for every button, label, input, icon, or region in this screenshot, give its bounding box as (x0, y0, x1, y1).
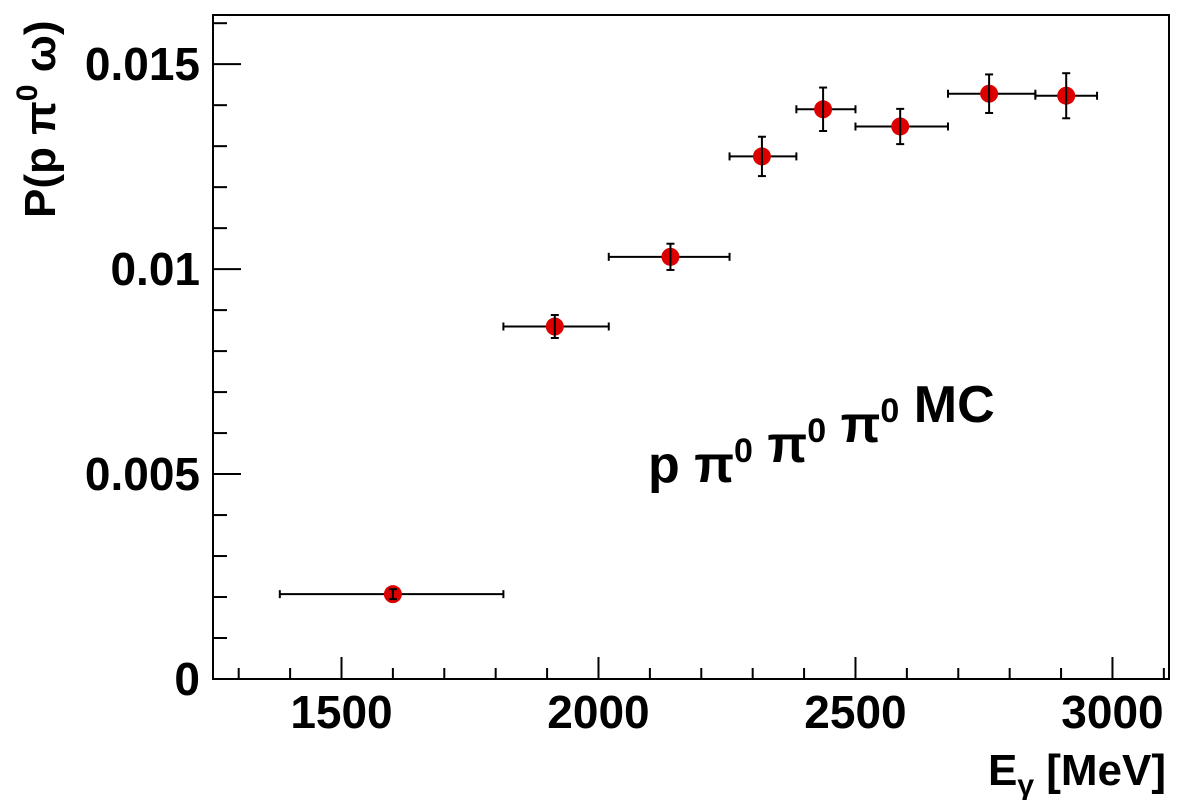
data-point (502, 314, 610, 339)
data-point (278, 585, 505, 604)
annotation-label: p π0 π0 π0 MC (648, 376, 995, 494)
x-tick-label: 2500 (804, 686, 906, 738)
y-axis-title: P(p π0 ω) (11, 20, 65, 218)
data-point (607, 242, 731, 271)
y-tick-label: 0.015 (85, 38, 200, 90)
y-tick-label: 0 (174, 653, 200, 705)
data-point (795, 86, 857, 132)
y-tick-label: 0.005 (85, 448, 200, 500)
x-axis-title: Eγ [MeV] (988, 746, 1166, 800)
y-ticks: 0 0.005 0.01 0.015 (85, 22, 241, 705)
x-tick-label: 3000 (1061, 686, 1163, 738)
x-tick-label: 2000 (547, 686, 649, 738)
y-tick-label: 0.01 (110, 243, 200, 295)
data-point (854, 107, 949, 146)
x-ticks: 1500 2000 2500 3000 (237, 657, 1165, 738)
x-tick-label: 1500 (290, 686, 392, 738)
data-point (946, 73, 1037, 114)
data-point (728, 135, 798, 178)
data-point (1034, 72, 1099, 120)
plot-frame (212, 14, 1170, 680)
data-points (278, 72, 1099, 604)
